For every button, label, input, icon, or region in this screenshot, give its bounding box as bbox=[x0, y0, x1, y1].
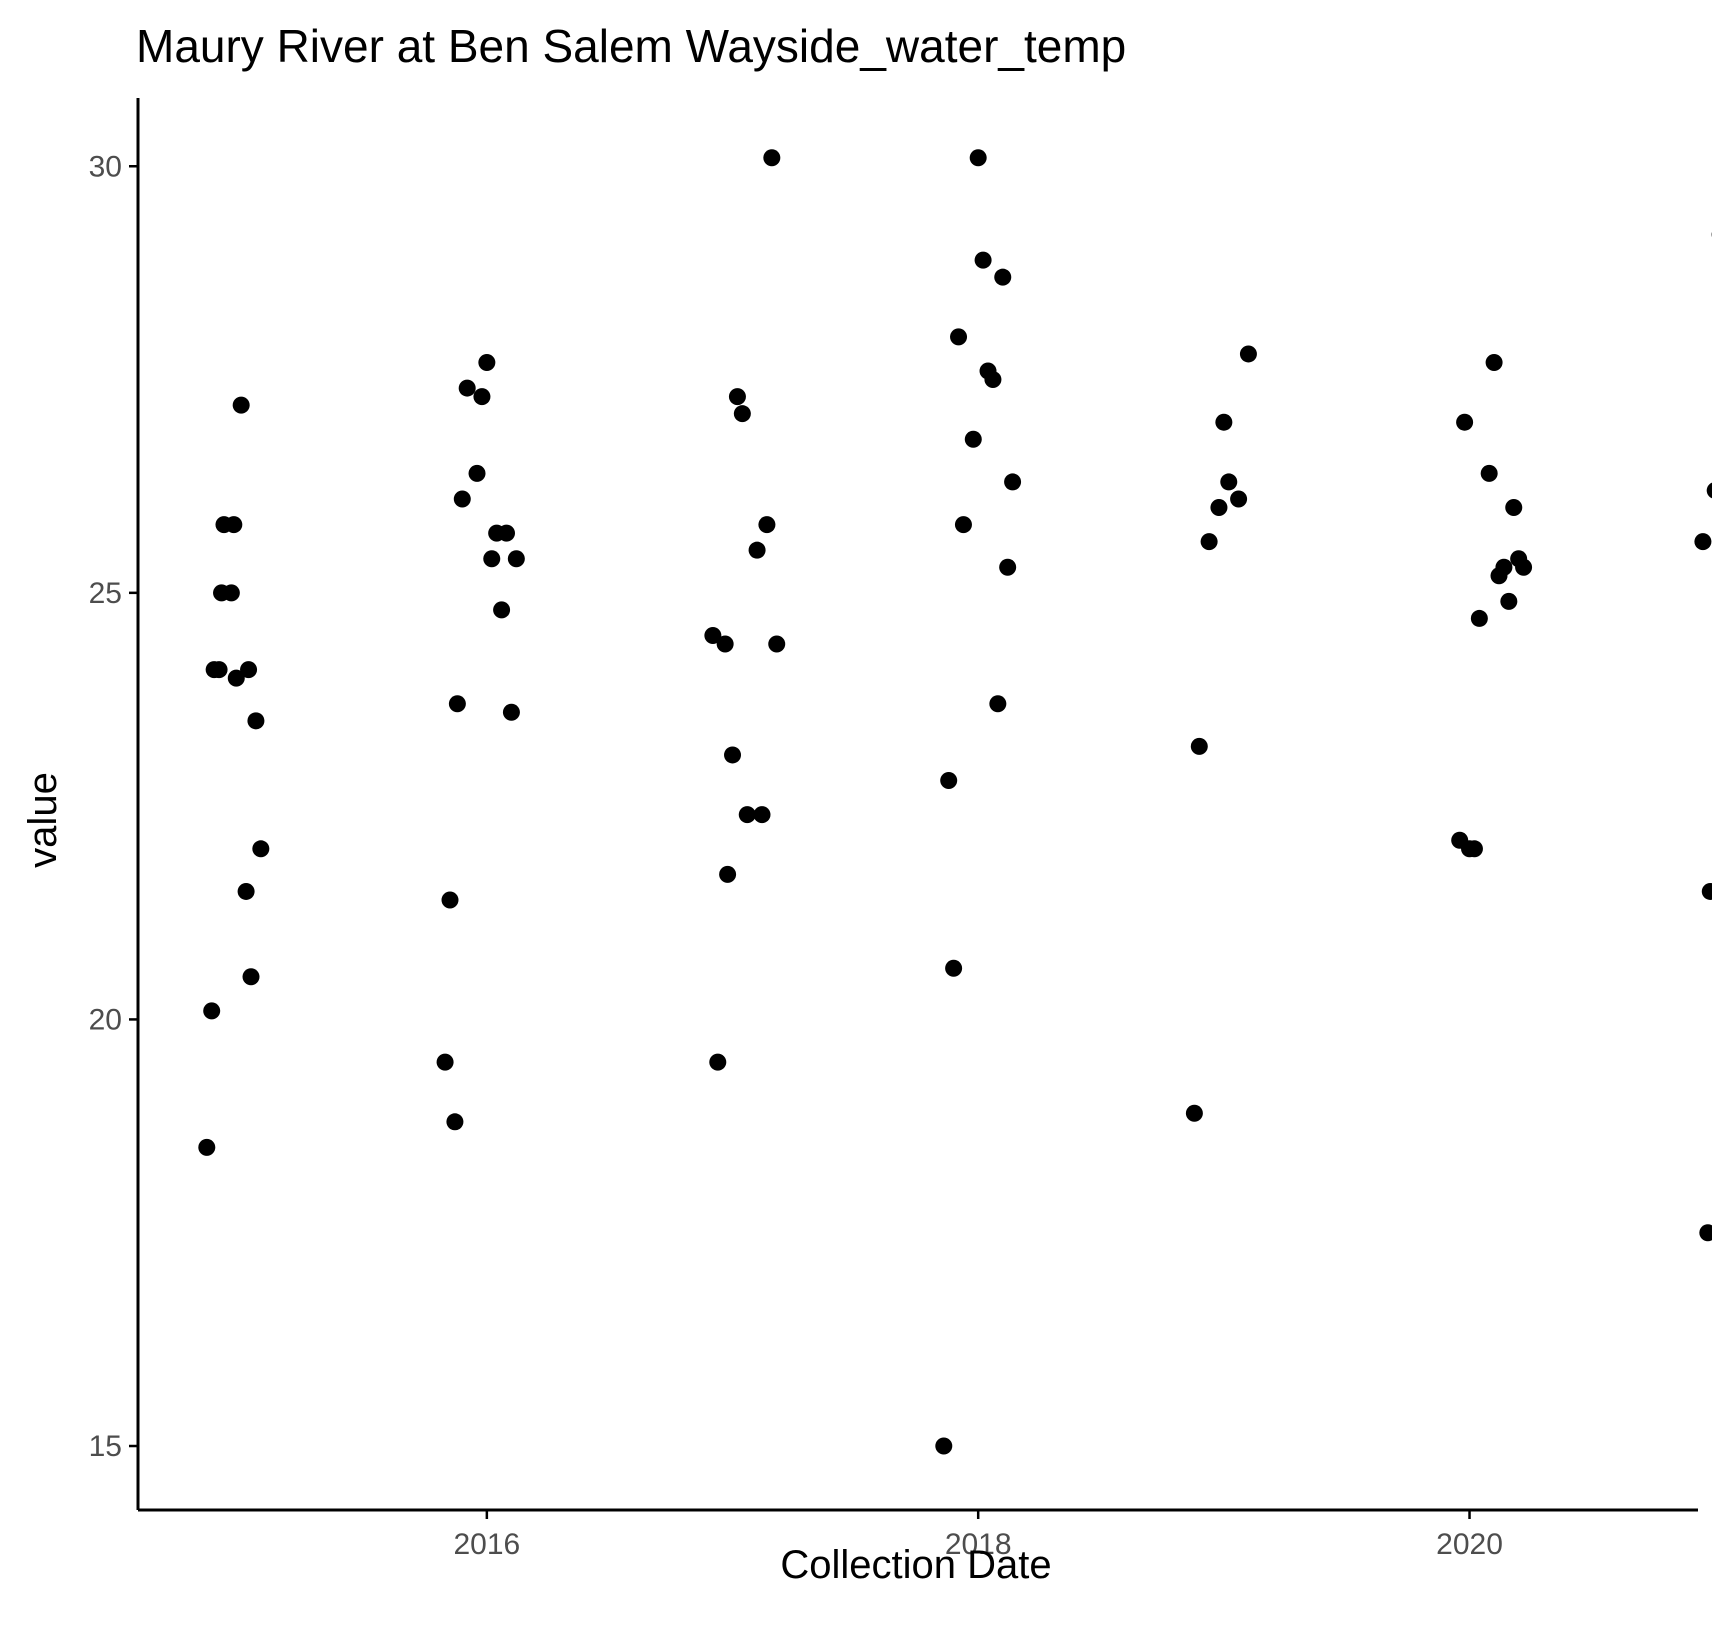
data-point bbox=[1495, 559, 1512, 576]
data-point bbox=[1191, 738, 1208, 755]
data-point bbox=[940, 772, 957, 789]
data-point bbox=[449, 695, 466, 712]
data-point bbox=[508, 550, 525, 567]
data-point bbox=[1456, 414, 1473, 431]
data-point bbox=[1215, 414, 1232, 431]
data-point bbox=[198, 1139, 215, 1156]
data-point bbox=[503, 704, 520, 721]
data-point bbox=[1699, 1224, 1712, 1241]
data-point bbox=[999, 559, 1016, 576]
data-point bbox=[1486, 354, 1503, 371]
y-axis-ticks: 15 20 25 30 bbox=[89, 150, 138, 1463]
data-point bbox=[442, 891, 459, 908]
data-point bbox=[1515, 559, 1532, 576]
data-point bbox=[1210, 499, 1227, 516]
data-point bbox=[483, 550, 500, 567]
y-tick-label: 25 bbox=[89, 577, 122, 610]
data-point bbox=[1481, 465, 1498, 482]
data-point bbox=[203, 1002, 220, 1019]
data-point bbox=[749, 542, 766, 559]
data-point bbox=[1201, 533, 1218, 550]
data-point bbox=[994, 269, 1011, 286]
data-point bbox=[473, 388, 490, 405]
data-point bbox=[754, 806, 771, 823]
y-tick-label: 30 bbox=[89, 150, 122, 183]
data-point bbox=[1505, 499, 1522, 516]
data-point bbox=[493, 601, 510, 618]
data-point bbox=[211, 661, 228, 678]
data-points bbox=[198, 149, 1712, 1454]
data-point bbox=[1500, 593, 1517, 610]
data-point bbox=[1220, 473, 1237, 490]
data-point bbox=[223, 584, 240, 601]
data-point bbox=[739, 806, 756, 823]
data-point bbox=[989, 695, 1006, 712]
x-tick-label: 2020 bbox=[1436, 1528, 1503, 1561]
data-point bbox=[975, 252, 992, 269]
data-point bbox=[252, 840, 269, 857]
y-tick-label: 20 bbox=[89, 1003, 122, 1036]
data-point bbox=[1230, 490, 1247, 507]
data-point bbox=[1471, 610, 1488, 627]
data-point bbox=[734, 405, 751, 422]
data-point bbox=[454, 490, 471, 507]
data-point bbox=[965, 431, 982, 448]
data-point bbox=[437, 1054, 454, 1071]
data-point bbox=[233, 397, 250, 414]
data-point bbox=[984, 371, 1001, 388]
data-point bbox=[970, 149, 987, 166]
data-point bbox=[955, 516, 972, 533]
data-point bbox=[717, 636, 734, 653]
data-point bbox=[498, 525, 515, 542]
x-axis-title: Collection Date bbox=[780, 1543, 1051, 1587]
y-axis-title: value bbox=[21, 772, 65, 868]
data-point bbox=[729, 388, 746, 405]
data-point bbox=[1004, 473, 1021, 490]
chart-title: Maury River at Ben Salem Wayside_water_t… bbox=[136, 20, 1126, 72]
data-point bbox=[724, 746, 741, 763]
data-point bbox=[1186, 1105, 1203, 1122]
data-point bbox=[1702, 883, 1712, 900]
data-point bbox=[1240, 345, 1257, 362]
data-point bbox=[247, 712, 264, 729]
data-point bbox=[238, 883, 255, 900]
data-point bbox=[935, 1438, 952, 1455]
data-point bbox=[719, 866, 736, 883]
data-point bbox=[478, 354, 495, 371]
data-point bbox=[945, 960, 962, 977]
y-tick-label: 15 bbox=[89, 1430, 122, 1463]
data-point bbox=[758, 516, 775, 533]
data-point bbox=[225, 516, 242, 533]
data-point bbox=[1707, 482, 1712, 499]
data-point bbox=[768, 636, 785, 653]
data-point bbox=[446, 1113, 463, 1130]
data-point bbox=[459, 380, 476, 397]
data-point bbox=[950, 328, 967, 345]
data-point bbox=[1694, 533, 1711, 550]
data-point bbox=[709, 1054, 726, 1071]
data-point bbox=[243, 968, 260, 985]
data-point bbox=[763, 149, 780, 166]
data-point bbox=[1466, 840, 1483, 857]
x-tick-label: 2016 bbox=[453, 1528, 520, 1561]
data-point bbox=[240, 661, 257, 678]
data-point bbox=[469, 465, 486, 482]
